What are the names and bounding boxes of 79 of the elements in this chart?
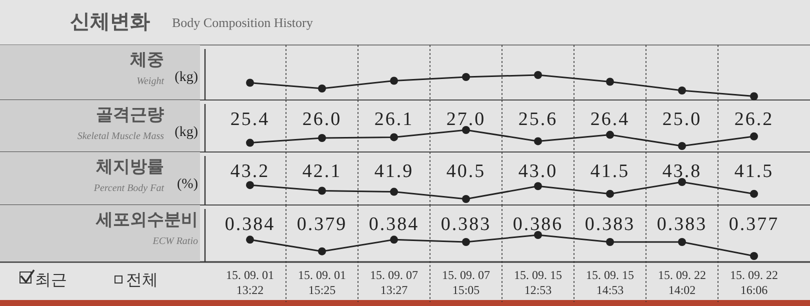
point — [534, 231, 542, 239]
x-tick-label: 15. 09. 22 14:02 — [658, 268, 706, 297]
point — [606, 190, 614, 198]
data-label: 0.383 — [584, 214, 636, 235]
point — [390, 236, 398, 244]
point — [750, 190, 758, 198]
x-tick-label: 15. 09. 15 12:53 — [514, 268, 562, 297]
point — [390, 76, 398, 85]
point — [606, 130, 614, 139]
text: 전체 — [126, 270, 158, 289]
x-tick-label: 15. 09. 15 14:53 — [586, 268, 634, 297]
chart-title: 체지방률 — [95, 157, 164, 177]
point — [750, 252, 758, 260]
data-label: 26.1 — [374, 109, 414, 130]
data-label: 26.4 — [590, 109, 630, 130]
data-label: 41.9 — [374, 161, 414, 182]
point — [678, 86, 686, 94]
text: Percent Body Fat — [92, 183, 164, 194]
point — [390, 188, 398, 196]
point — [246, 78, 254, 87]
x-tick-label: 15. 09. 22 16:06 — [730, 268, 778, 297]
data-label: 40.5 — [446, 161, 486, 182]
data-label: 26.2 — [734, 109, 774, 130]
point — [462, 238, 470, 246]
text: 최근 — [35, 270, 67, 289]
text: Body Composition History — [172, 15, 314, 30]
y-axis-title: (kg) — [174, 70, 198, 85]
data-label: 25.6 — [518, 109, 558, 130]
y-axis-title: (kg) — [174, 125, 198, 140]
x-tick-label: 15. 09. 01 15:25 — [298, 268, 346, 297]
data-label: 41.5 — [734, 161, 774, 182]
data-label: 0.377 — [728, 214, 780, 235]
data-label: 0.383 — [656, 214, 708, 235]
data-label: 25.4 — [230, 109, 270, 130]
data-label: 42.1 — [302, 161, 342, 182]
x-tick-label: 15. 09. 07 13:27 — [370, 268, 418, 297]
point — [246, 181, 254, 190]
data-label: 27.0 — [446, 109, 486, 130]
data-label: 0.386 — [512, 214, 564, 235]
point — [318, 186, 326, 195]
data-label: 0.383 — [440, 214, 492, 235]
point — [462, 195, 470, 203]
point — [318, 84, 326, 92]
data-label: 41.5 — [590, 161, 630, 182]
point — [534, 182, 542, 190]
point — [606, 78, 614, 86]
data-label: 25.0 — [662, 109, 702, 130]
chart-subtitle: ECW Ratio — [152, 236, 198, 247]
data-label: 26.0 — [302, 109, 342, 130]
data-label: 43.8 — [662, 161, 702, 182]
point — [318, 247, 326, 256]
data-label: 0.379 — [296, 214, 348, 235]
text: 신체변화 — [70, 9, 150, 33]
y-axis-title: (%) — [177, 177, 198, 192]
chart-title: 체중 — [129, 50, 164, 70]
text: Skeletal Muscle Mass — [77, 131, 164, 142]
point — [678, 178, 686, 186]
point — [678, 238, 686, 246]
point — [390, 133, 398, 142]
data-label: 43.0 — [518, 161, 558, 182]
chart-subtitle: Weight — [136, 76, 164, 87]
chart-title: 세포외수분비 — [95, 210, 198, 230]
point — [606, 238, 614, 246]
point — [534, 137, 542, 146]
point — [462, 126, 470, 134]
data-label: 0.384 — [224, 214, 276, 235]
data-label: 0.384 — [368, 214, 420, 235]
data-label: 43.2 — [230, 161, 270, 182]
x-tick-label: 15. 09. 07 15:05 — [442, 268, 490, 297]
point — [318, 134, 326, 142]
point — [750, 92, 758, 100]
x-tick-label: 15. 09. 01 13:22 — [226, 268, 274, 297]
point — [678, 142, 686, 150]
point — [246, 236, 254, 244]
point — [750, 132, 758, 140]
point — [462, 73, 470, 81]
point — [246, 138, 254, 147]
point — [534, 71, 542, 79]
chart-title: 골격근량 — [96, 105, 164, 125]
